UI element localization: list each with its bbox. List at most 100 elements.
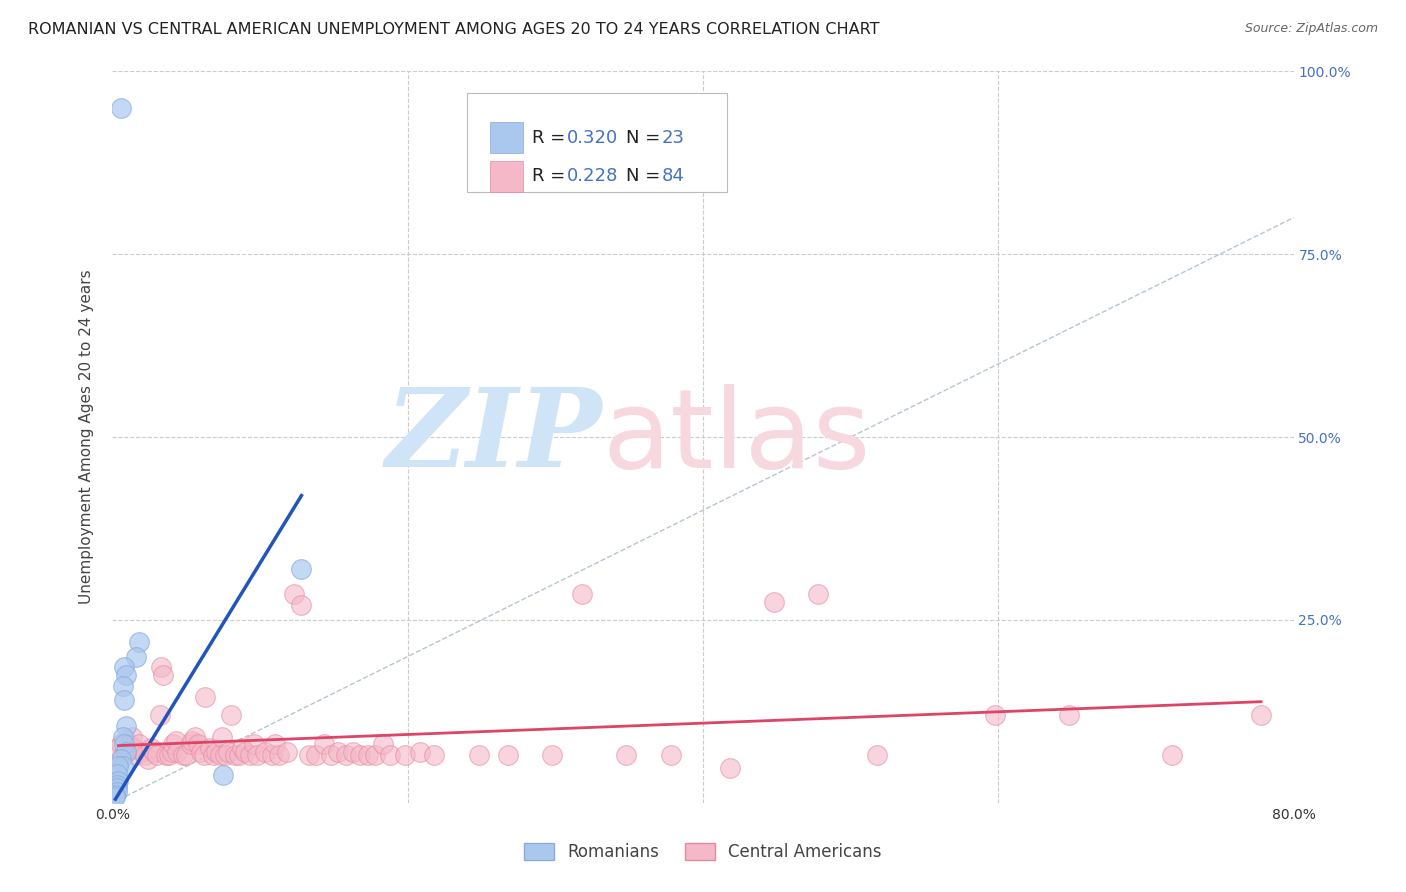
- Point: [496, 748, 519, 763]
- Point: [312, 737, 335, 751]
- Point: [160, 745, 183, 759]
- Text: atlas: atlas: [603, 384, 872, 491]
- Point: [571, 587, 593, 601]
- Point: [114, 745, 136, 759]
- Point: [111, 748, 134, 763]
- Text: R =: R =: [531, 168, 571, 186]
- Legend: Romanians, Central Americans: Romanians, Central Americans: [517, 836, 889, 868]
- Point: [364, 748, 387, 763]
- Point: [349, 748, 371, 763]
- Point: [866, 748, 889, 763]
- Bar: [491, 161, 523, 192]
- Point: [219, 708, 242, 723]
- Point: [214, 748, 236, 763]
- Point: [149, 708, 172, 723]
- Point: [276, 745, 298, 759]
- Text: Source: ZipAtlas.com: Source: ZipAtlas.com: [1244, 22, 1378, 36]
- Point: [172, 748, 194, 763]
- Point: [110, 737, 132, 751]
- Point: [198, 740, 221, 755]
- Point: [146, 748, 169, 763]
- FancyBboxPatch shape: [467, 94, 727, 192]
- Point: [423, 748, 446, 763]
- Point: [243, 737, 266, 751]
- Point: [174, 748, 197, 763]
- Point: [181, 733, 204, 747]
- Point: [105, 781, 128, 796]
- Point: [209, 748, 232, 763]
- Point: [378, 748, 401, 763]
- Point: [205, 745, 228, 759]
- Point: [105, 785, 128, 799]
- Point: [1161, 748, 1184, 763]
- Point: [122, 740, 145, 755]
- Text: 23: 23: [662, 128, 685, 146]
- Point: [394, 748, 416, 763]
- Text: N =: N =: [626, 168, 666, 186]
- Point: [335, 748, 357, 763]
- Point: [105, 778, 128, 792]
- Point: [239, 748, 262, 763]
- Point: [128, 737, 150, 751]
- Text: 0.320: 0.320: [567, 128, 619, 146]
- Point: [105, 766, 128, 780]
- Point: [319, 748, 342, 763]
- Point: [136, 752, 159, 766]
- Point: [162, 737, 184, 751]
- Bar: [491, 122, 523, 153]
- Point: [111, 759, 134, 773]
- Point: [180, 737, 202, 751]
- Point: [157, 748, 180, 763]
- Text: R =: R =: [531, 128, 571, 146]
- Point: [357, 748, 380, 763]
- Point: [112, 737, 135, 751]
- Point: [114, 745, 136, 759]
- Point: [104, 789, 127, 803]
- Point: [614, 748, 637, 763]
- Point: [246, 748, 269, 763]
- Point: [114, 667, 136, 681]
- Point: [184, 730, 207, 744]
- Point: [110, 752, 132, 766]
- Point: [290, 599, 312, 613]
- Point: [211, 730, 233, 744]
- Text: ROMANIAN VS CENTRAL AMERICAN UNEMPLOYMENT AMONG AGES 20 TO 24 YEARS CORRELATION : ROMANIAN VS CENTRAL AMERICAN UNEMPLOYMEN…: [28, 22, 880, 37]
- Point: [224, 748, 246, 763]
- Point: [260, 748, 283, 763]
- Point: [328, 745, 350, 759]
- Point: [114, 719, 136, 733]
- Point: [194, 690, 217, 704]
- Point: [118, 737, 141, 751]
- Point: [125, 649, 148, 664]
- Point: [718, 761, 741, 775]
- Point: [541, 748, 564, 763]
- Point: [155, 748, 177, 763]
- Point: [298, 748, 321, 763]
- Point: [984, 708, 1007, 723]
- Point: [193, 748, 215, 763]
- Point: [269, 748, 291, 763]
- Text: N =: N =: [626, 128, 666, 146]
- Point: [110, 101, 132, 115]
- Point: [201, 748, 224, 763]
- Point: [142, 745, 165, 759]
- Point: [762, 594, 785, 608]
- Point: [128, 635, 150, 649]
- Point: [166, 745, 188, 759]
- Point: [187, 737, 209, 751]
- Text: ZIP: ZIP: [387, 384, 603, 491]
- Point: [408, 745, 430, 759]
- Point: [121, 730, 143, 744]
- Point: [125, 748, 148, 763]
- Point: [107, 740, 129, 755]
- Point: [305, 748, 328, 763]
- Point: [165, 733, 187, 747]
- Point: [131, 745, 153, 759]
- Point: [283, 587, 305, 601]
- Point: [152, 667, 174, 681]
- Point: [150, 660, 173, 674]
- Point: [134, 748, 156, 763]
- Point: [467, 748, 489, 763]
- Point: [290, 562, 312, 576]
- Point: [231, 740, 253, 755]
